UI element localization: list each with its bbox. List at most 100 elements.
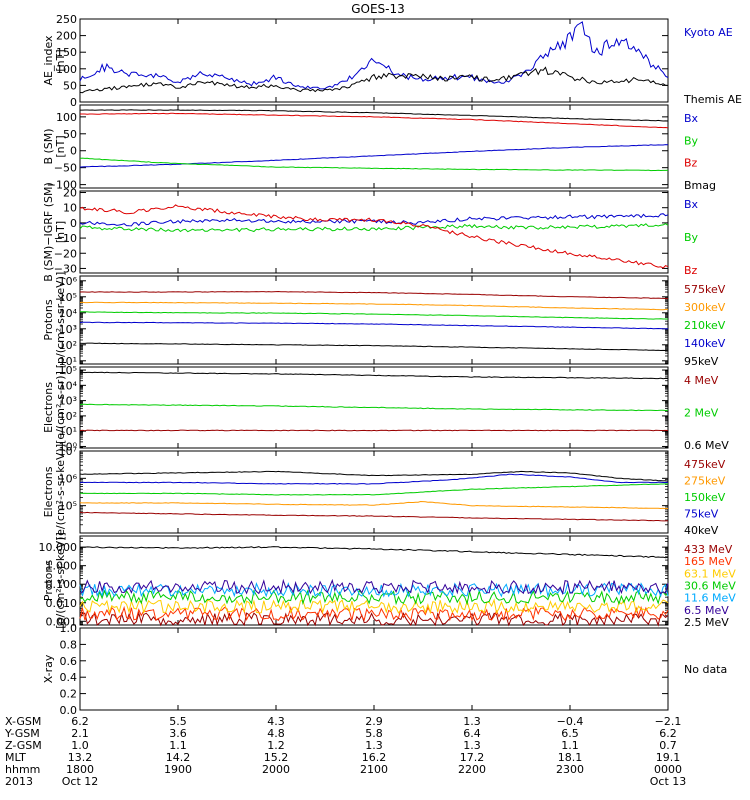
y-tick-label: 0.8 [60,638,78,651]
x-axis-row-value: 1.3 [463,715,481,728]
series-line [79,483,669,496]
x-axis-row-value: 1.2 [267,739,285,752]
y-tick-label: 10.000 [39,541,78,554]
y-tick-label: 10² [59,339,77,352]
y-tick-label: 10¹ [59,425,77,438]
legend-label: 6.5 MeV [684,604,729,617]
x-axis-row-value: 6.4 [463,727,481,740]
y-tick-label: 10⁴ [59,307,78,320]
x-axis-row-value: 1.1 [169,739,187,752]
y-tick-label: 10⁶ [59,472,78,485]
series-line [79,470,669,482]
x-axis-row-value: 15.2 [264,751,289,764]
legend-label: 75keV [684,508,719,521]
x-axis-row-value: 5.5 [169,715,187,728]
series-line [79,605,669,622]
series-line [79,511,669,522]
legend-label: 300keV [684,301,726,314]
x-axis-row-value: 2200 [458,763,486,776]
x-axis-row-value: 0.7 [659,739,677,752]
y-tick-label: 250 [56,13,77,26]
legend-label: Bx [684,198,699,211]
y-axis-unit: [p/(cm²-s-sr-keV)] [54,272,67,369]
series-line [79,204,669,269]
panel-frame [79,190,669,274]
legend-label: 95keV [684,355,719,368]
x-axis-row-value: 1.1 [561,739,579,752]
x-axis-row-value: 4.3 [267,715,285,728]
legend-label: 210keV [684,319,726,332]
legend-label: 575keV [684,283,726,296]
y-axis-unit: [nT] [54,135,67,157]
y-tick-label: 0.4 [60,671,78,684]
y-axis-label: B (SM)−IGRF (SM) [42,182,55,282]
y-axis-unit: [nT] [54,221,67,243]
x-axis-row-value: 16.2 [362,751,387,764]
series-line [79,21,669,90]
y-tick-label: 1.000 [46,560,78,573]
y-axis-unit: [nT] [54,49,67,71]
series-line [79,581,669,598]
legend-label: 4 MeV [684,374,719,387]
y-axis-label: Protons [42,560,55,601]
legend-label: 165 MeV [684,555,733,568]
series-line [80,112,669,129]
y-tick-label: 0.100 [46,578,78,591]
y-tick-label: 50 [63,128,77,141]
legend-label: 2 MeV [684,407,719,420]
y-tick-label: −10 [54,232,77,245]
y-tick-label: 200 [56,30,77,43]
x-axis-row-label: MLT [5,751,26,764]
y-tick-label: 10³ [59,395,77,408]
series-line [79,223,669,233]
x-axis-row-value: Oct 12 [62,775,99,788]
y-tick-label: 0.001 [46,615,78,628]
x-axis-row-value: −2.1 [655,715,682,728]
x-axis-row-value: 1900 [164,763,192,776]
y-tick-label: 100 [56,63,77,76]
no-data-label: No data [684,663,727,676]
y-tick-label: 10⁵ [59,291,77,304]
y-tick-label: 0 [70,145,77,158]
x-axis-row-value: 1.3 [463,739,481,752]
panel-frame [79,275,669,365]
y-axis-unit: [e/(cm²-s-sr-keV)] [54,444,67,540]
x-axis-row-value: 19.1 [656,751,681,764]
y-tick-label: 10¹ [59,355,77,368]
series-line [79,589,669,606]
legend-label: 275keV [684,475,726,488]
series-line [80,311,668,320]
y-tick-label: 0 [70,217,77,230]
series-line [79,429,669,432]
series-line [79,301,668,311]
x-axis-row-value: 1.3 [365,739,383,752]
y-tick-label: 0.0 [60,704,78,717]
x-axis-row-value: −0.4 [557,715,584,728]
x-axis-row-value: 1.0 [71,739,89,752]
panel-frame [79,627,669,711]
y-axis-label: Electrons [42,382,55,433]
x-axis-row-value: 6.2 [71,715,89,728]
legend-label: 0.6 MeV [684,439,729,452]
x-axis-row-label: hhmm [5,763,40,776]
y-tick-label: −30 [54,262,77,275]
y-axis-unit: [e/(cm²-s-sr)] [54,371,67,444]
series-line [79,144,669,168]
y-axis-unit: [p/(cm²-s-sr-keV)] [54,532,67,629]
y-tick-label: 10⁶ [59,275,78,288]
y-tick-label: 0.6 [60,655,78,668]
x-axis-row-value: 13.2 [68,751,93,764]
y-tick-label: 1.0 [60,622,78,635]
y-tick-label: 10² [59,410,77,423]
y-tick-label: 10⁵ [59,364,77,377]
panel-protons_low: 10¹ 10² 10³ 10⁴ 10⁵ 10⁶ Protons [p/(cm²-s-sr-ke… [42,272,726,369]
x-axis-row-value: 4.8 [267,727,285,740]
y-tick-label: 10⁴ [59,379,78,392]
x-axis-row-value: 3.6 [169,727,187,740]
series-line [79,213,669,227]
